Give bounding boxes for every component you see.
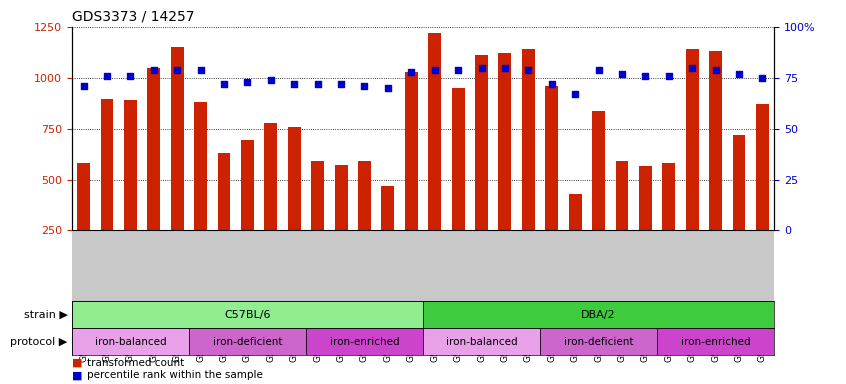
Point	[358, 83, 371, 89]
Text: percentile rank within the sample: percentile rank within the sample	[87, 370, 263, 380]
Bar	[405, 72, 418, 230]
Point	[475, 65, 488, 71]
Point	[755, 75, 769, 81]
Bar	[709, 51, 722, 230]
Bar	[171, 47, 184, 230]
Bar	[241, 140, 254, 230]
Text: iron-deficient: iron-deficient	[563, 337, 634, 347]
Bar	[147, 68, 160, 230]
Bar	[288, 127, 300, 230]
Point	[311, 81, 325, 87]
Bar	[733, 135, 745, 230]
Point	[615, 71, 629, 77]
Point	[77, 83, 91, 89]
Bar	[686, 49, 699, 230]
Point	[662, 73, 675, 79]
Point	[709, 66, 722, 73]
Bar	[72, 328, 189, 355]
Bar	[423, 301, 774, 328]
Bar	[662, 163, 675, 230]
Point	[264, 77, 277, 83]
Bar	[475, 55, 488, 230]
Bar	[77, 163, 90, 230]
Bar	[306, 328, 423, 355]
Point	[498, 65, 512, 71]
Bar	[124, 100, 137, 230]
Point	[194, 66, 207, 73]
Bar	[428, 33, 441, 230]
Point	[217, 81, 231, 87]
Bar	[546, 86, 558, 230]
Point	[569, 91, 582, 97]
Bar	[657, 328, 774, 355]
Bar	[522, 49, 535, 230]
Bar	[639, 166, 651, 230]
Point	[639, 73, 652, 79]
Text: strain ▶: strain ▶	[24, 310, 68, 320]
Bar	[452, 88, 464, 230]
Bar	[189, 328, 306, 355]
Text: C57BL/6: C57BL/6	[224, 310, 271, 320]
Bar	[569, 194, 581, 230]
Bar	[72, 301, 423, 328]
Bar	[265, 122, 277, 230]
Bar	[592, 111, 605, 230]
Bar	[217, 153, 230, 230]
Bar	[195, 102, 207, 230]
Text: iron-enriched: iron-enriched	[681, 337, 750, 347]
Text: ■: ■	[72, 370, 82, 380]
Bar	[335, 165, 348, 230]
Point	[147, 66, 161, 73]
Point	[733, 71, 746, 77]
Bar	[311, 161, 324, 230]
Bar	[101, 99, 113, 230]
Point	[170, 66, 184, 73]
Point	[404, 69, 418, 75]
Point	[428, 66, 442, 73]
Bar	[423, 328, 540, 355]
Point	[685, 65, 699, 71]
Text: transformed count: transformed count	[87, 358, 184, 368]
Text: protocol ▶: protocol ▶	[10, 337, 68, 347]
Point	[240, 79, 254, 85]
Bar	[616, 161, 629, 230]
Bar	[540, 328, 657, 355]
Point	[545, 81, 558, 87]
Bar	[382, 185, 394, 230]
Point	[521, 66, 536, 73]
Point	[591, 66, 605, 73]
Text: iron-balanced: iron-balanced	[446, 337, 517, 347]
Text: iron-deficient: iron-deficient	[212, 337, 283, 347]
Point	[100, 73, 113, 79]
Point	[124, 73, 137, 79]
Bar	[498, 53, 511, 230]
Text: DBA/2: DBA/2	[581, 310, 616, 320]
Bar	[756, 104, 769, 230]
Bar	[358, 161, 371, 230]
Text: GDS3373 / 14257: GDS3373 / 14257	[72, 9, 195, 23]
Text: iron-enriched: iron-enriched	[330, 337, 399, 347]
Point	[452, 66, 465, 73]
Text: iron-balanced: iron-balanced	[95, 337, 166, 347]
Point	[288, 81, 301, 87]
Point	[334, 81, 348, 87]
Text: ■: ■	[72, 358, 82, 368]
Point	[381, 85, 394, 91]
